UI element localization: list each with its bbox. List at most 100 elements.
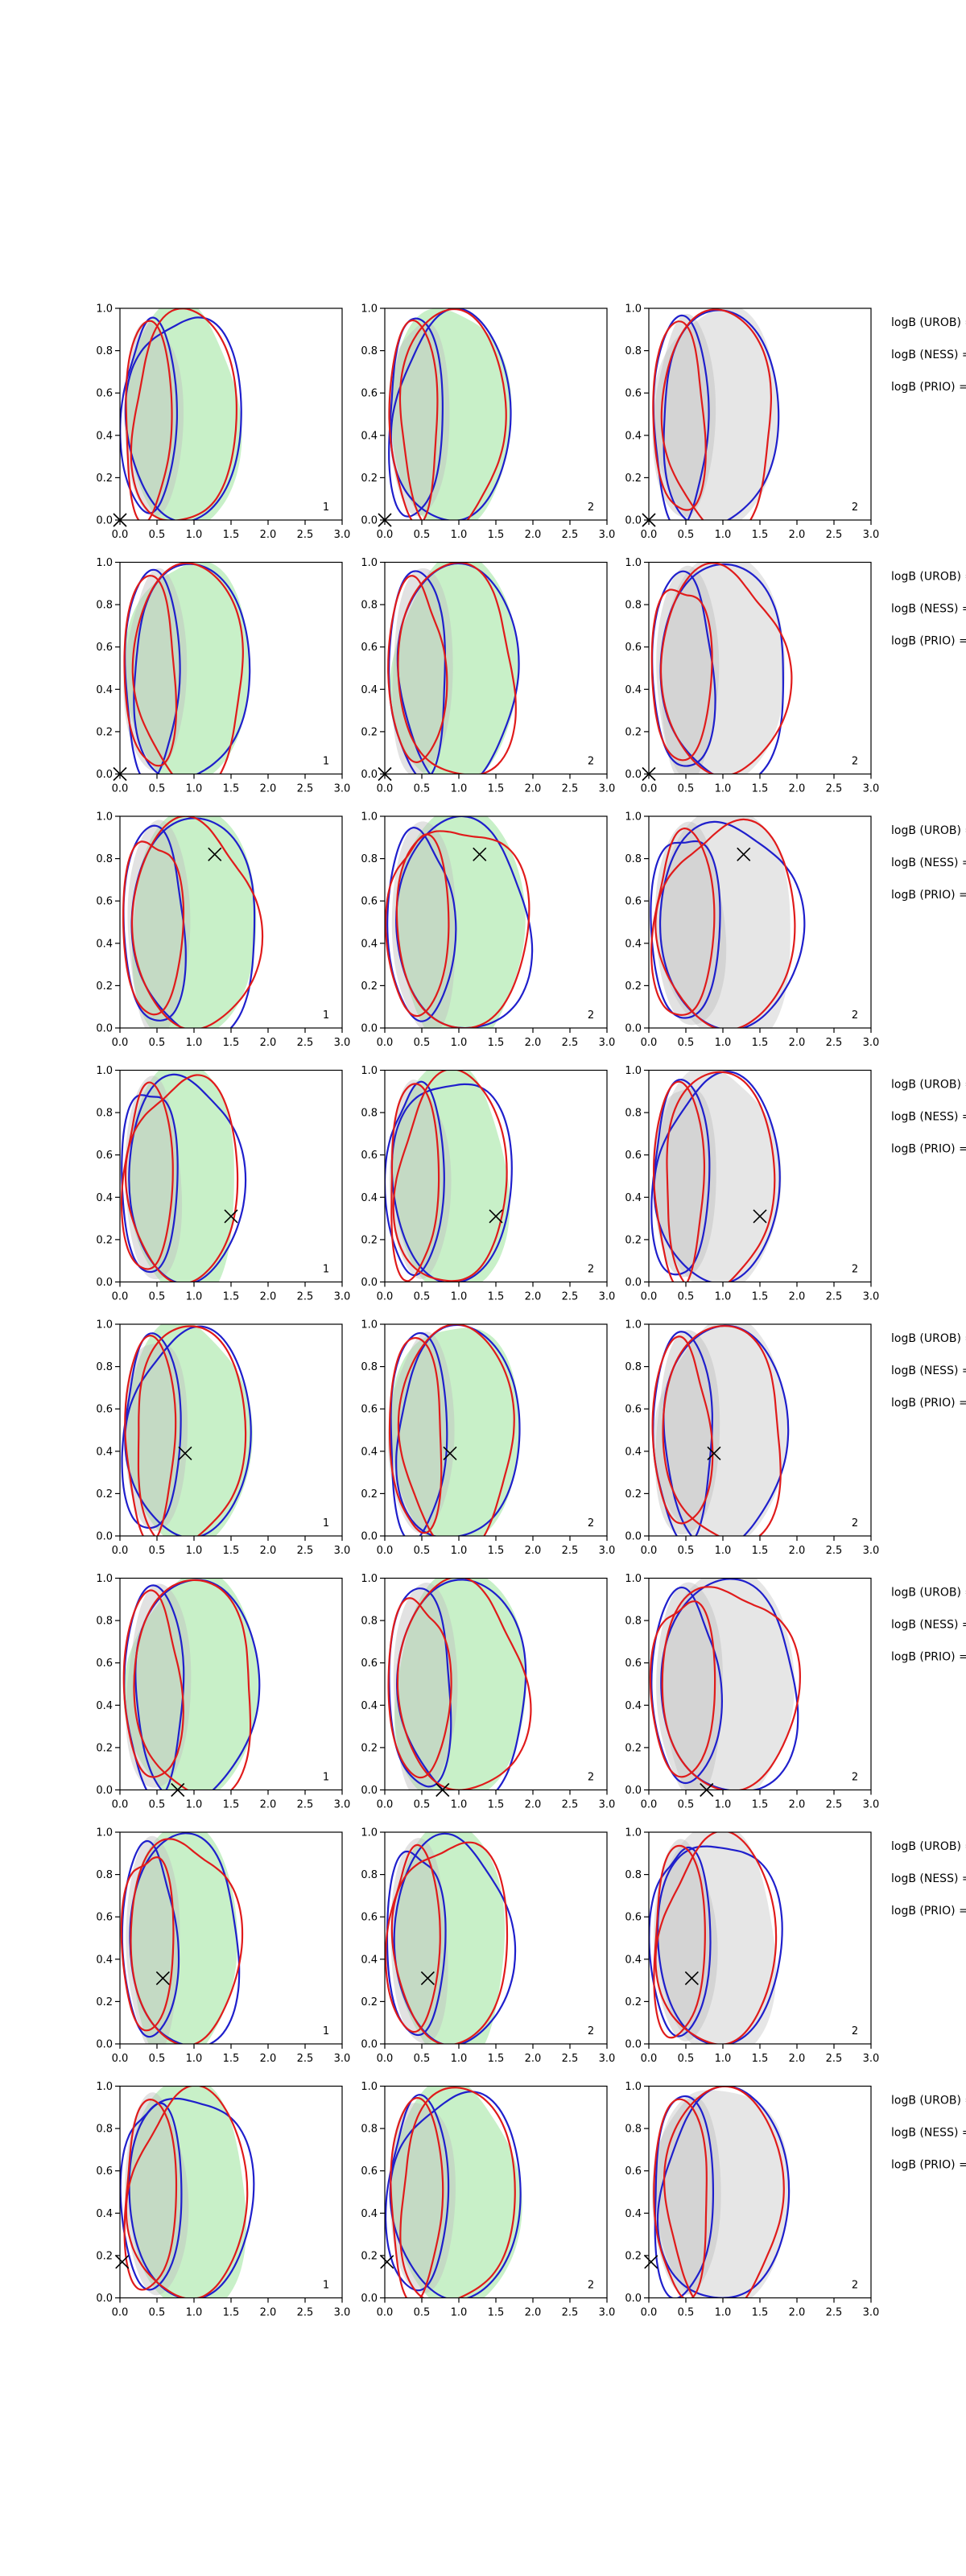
true-value-marker	[113, 513, 127, 527]
red-outer-contour	[660, 308, 773, 520]
y-tick-label: 0.4	[361, 1700, 378, 1712]
outer-density-fill	[391, 308, 512, 520]
red-outer-contour	[130, 816, 264, 1028]
x-tick-label: 3.0	[599, 1545, 616, 1557]
plot-area	[120, 1070, 247, 1282]
outer-density-fill	[652, 308, 778, 520]
x-tick-label: 2.5	[297, 783, 314, 795]
row-side-label: logB (UROB) =	[891, 824, 966, 837]
plot-area	[650, 1070, 782, 1282]
x-tick-label: 2.5	[826, 783, 843, 795]
y-tick-label: 0.0	[625, 1785, 642, 1797]
blue-outer-contour	[390, 308, 512, 520]
x-tick-label: 1.0	[715, 1799, 732, 1811]
x-tick-label: 0.5	[149, 1037, 166, 1049]
figure-row: 0.0 0.5 1.0 1.5 2.0 2.5 3.0 0.0 0.2 0.4 0.6 0.8 1.0 1…	[96, 811, 966, 1050]
x-tick-label: 1.5	[752, 1799, 769, 1811]
y-tick-label: 0.6	[96, 1657, 113, 1670]
true-value-marker	[113, 766, 127, 782]
plot-area	[652, 2086, 791, 2298]
row-side-label: logB (PRIO) =	[891, 2159, 966, 2172]
x-tick-label: 2.5	[562, 1291, 579, 1303]
x-tick-label: 0.5	[149, 2307, 166, 2319]
y-tick-label: 1.0	[96, 1827, 113, 1839]
x-tick-label: 2.0	[260, 1799, 277, 1811]
outer-density-fill	[130, 1832, 238, 2044]
subplot-panel-1: 0.0 0.5 1.0 1.5 2.0 2.5 3.0 0.0 0.2 0.4 0.6 0.8 1.0 1	[96, 1065, 350, 1303]
row-side-label: logB (PRIO) =	[891, 1905, 966, 1918]
x-tick-label: 3.0	[863, 1037, 880, 1049]
y-tick-label: 0.4	[96, 1954, 113, 1966]
y-tick-label: 1.0	[361, 1319, 378, 1331]
x-tick-label: 1.0	[715, 783, 732, 795]
true-value-marker	[378, 766, 392, 782]
red-outer-contour	[397, 1324, 515, 1536]
red-outer-contour	[666, 1071, 776, 1282]
x-tick-label: 1.5	[752, 529, 769, 541]
row-side-label: logB (UROB) =	[891, 1587, 966, 1600]
true-value-marker	[473, 847, 487, 861]
plot-area	[650, 816, 806, 1028]
x-tick-label: 2.5	[297, 1291, 314, 1303]
plot-area	[122, 816, 264, 1028]
y-tick-label: 0.4	[625, 430, 642, 442]
y-tick-label: 0.6	[625, 896, 642, 908]
x-tick-label: 2.5	[562, 529, 579, 541]
y-tick-label: 1.0	[96, 2081, 113, 2093]
row-side-label: logB (PRIO) =	[891, 889, 966, 902]
blue-inner-contour	[388, 317, 444, 518]
red-outer-contour	[398, 308, 507, 520]
panel-corner-label: 2	[852, 1264, 858, 1276]
x-tick-label: 2.0	[525, 1037, 542, 1049]
x-tick-label: 1.0	[186, 1291, 203, 1303]
panel-corner-label: 2	[852, 1772, 858, 1784]
figure-row: 0.0 0.5 1.0 1.5 2.0 2.5 3.0 0.0 0.2 0.4 0.6 0.8 1.0 1…	[96, 2081, 966, 2319]
panel-corner-label: 1	[323, 756, 329, 768]
x-tick-label: 1.0	[186, 1037, 203, 1049]
outer-density-fill	[394, 1578, 526, 1790]
outer-density-fill	[652, 1324, 788, 1536]
true-value-marker	[378, 513, 392, 527]
x-tick-label: 3.0	[334, 2307, 351, 2319]
row-side-label: logB (UROB) =	[891, 316, 966, 329]
y-tick-label: 0.2	[361, 1234, 378, 1246]
subplot-panel-2: 0.0 0.5 1.0 1.5 2.0 2.5 3.0 0.0 0.2 0.4 0.6 0.8 1.0 2	[361, 2081, 615, 2319]
x-tick-label: 0.0	[377, 1545, 394, 1557]
x-tick-label: 0.5	[678, 1291, 695, 1303]
x-tick-label: 0.5	[414, 1291, 431, 1303]
y-tick-label: 0.8	[361, 345, 378, 357]
y-tick-label: 0.0	[625, 1277, 642, 1289]
y-tick-label: 0.4	[361, 684, 378, 696]
x-tick-label: 1.0	[186, 1545, 203, 1557]
x-tick-label: 2.5	[297, 2053, 314, 2065]
x-tick-label: 2.5	[562, 1037, 579, 1049]
figure-rows: 0.0 0.5 1.0 1.5 2.0 2.5 3.0 0.0 0.2 0.4 0.6 0.8 1.0 1…	[96, 303, 966, 2319]
y-tick-label: 0.4	[96, 1446, 113, 1458]
y-tick-label: 0.8	[625, 345, 642, 357]
x-tick-label: 1.0	[451, 529, 468, 541]
x-tick-label: 0.0	[377, 1037, 394, 1049]
x-tick-label: 1.5	[752, 2053, 769, 2065]
x-tick-label: 0.5	[414, 2053, 431, 2065]
outer-density-fill	[123, 1578, 259, 1790]
x-tick-label: 1.0	[451, 1545, 468, 1557]
x-tick-label: 3.0	[334, 1799, 351, 1811]
x-tick-label: 0.0	[641, 1037, 658, 1049]
plot-area	[651, 1324, 790, 1536]
blue-outer-contour	[663, 1324, 790, 1536]
subplot-panel-1: 0.0 0.5 1.0 1.5 2.0 2.5 3.0 0.0 0.2 0.4 0.6 0.8 1.0 1	[96, 1319, 350, 1558]
y-tick-label: 0.2	[361, 2250, 378, 2262]
y-tick-label: 0.6	[625, 1912, 642, 1924]
y-tick-label: 0.4	[96, 2208, 113, 2220]
true-value-marker	[436, 1782, 450, 1798]
x-tick-label: 2.5	[297, 1037, 314, 1049]
x-tick-label: 0.5	[678, 1799, 695, 1811]
y-tick-label: 0.6	[361, 2165, 378, 2178]
x-tick-label: 0.0	[112, 1799, 129, 1811]
x-tick-label: 2.5	[297, 529, 314, 541]
red-outer-contour	[137, 1325, 247, 1536]
panel-corner-label: 2	[588, 756, 594, 768]
x-tick-label: 3.0	[334, 783, 351, 795]
red-inner-contour	[650, 827, 716, 1017]
